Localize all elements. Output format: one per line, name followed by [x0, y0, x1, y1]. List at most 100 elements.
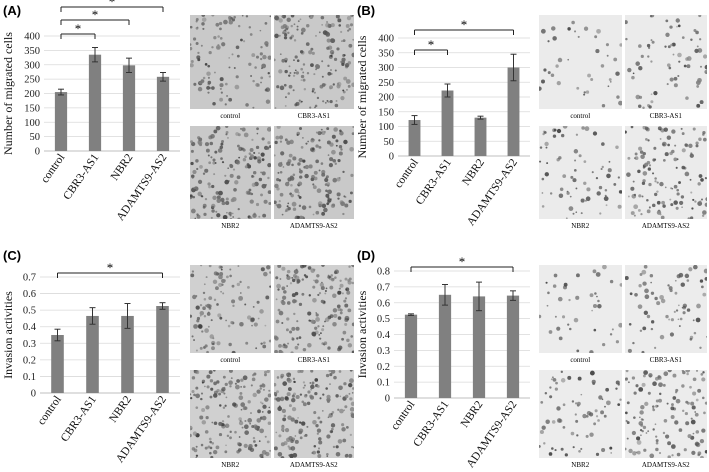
bar — [438, 294, 452, 398]
panel-label-b: (B) — [357, 3, 376, 18]
cell-texture — [539, 125, 622, 219]
bar — [122, 65, 136, 151]
y-tick-label: 0.2 — [23, 355, 36, 366]
panel-label-a: (A) — [3, 3, 22, 18]
micrograph-image — [624, 370, 707, 458]
micrograph-caption: NBR2 — [221, 222, 240, 230]
y-axis-label: Number of migrated cells — [355, 35, 369, 158]
y-tick-label: 350 — [24, 46, 40, 57]
cell-texture — [190, 125, 271, 219]
micrograph-image — [624, 15, 707, 109]
cell-texture — [539, 20, 622, 108]
y-tick-label: 0.7 — [23, 273, 36, 284]
x-tick-label: NBR2 — [460, 157, 487, 188]
micrograph-image — [624, 125, 707, 219]
y-tick-label: 0.5 — [377, 314, 390, 325]
chart-d: 0 0.1 0.2 0.3 0.4 0.5 0.6 0.7 0.8 controlCBR3-AS1… — [355, 254, 530, 470]
micrograph-caption: CBR3-AS1 — [297, 111, 330, 120]
bar — [474, 117, 487, 156]
micrograph-image — [539, 370, 622, 458]
y-tick-label: 0 — [35, 147, 40, 158]
x-tick-label: control — [39, 152, 68, 186]
bar — [404, 314, 418, 398]
y-tick-label: 0.3 — [23, 339, 36, 350]
y-axis-label: Invasion activities — [1, 291, 15, 379]
micrograph-image — [624, 265, 707, 353]
y-tick-label: 300 — [24, 60, 40, 71]
cell-texture — [273, 370, 354, 458]
y-tick-label: 50 — [30, 132, 41, 143]
y-tick-label: 0.2 — [377, 362, 390, 373]
micrograph-image — [190, 265, 271, 353]
cell-texture — [539, 370, 622, 457]
y-tick-label: 0.4 — [23, 322, 37, 333]
micrograph-caption: control — [570, 356, 591, 364]
y-axis-label: Invasion activities — [355, 290, 369, 378]
bar — [54, 92, 68, 151]
micrograph-caption: CBR3-AS1 — [649, 111, 682, 120]
y-axis-label: Number of migrated cells — [1, 32, 15, 155]
y-tick-label: 400 — [24, 32, 40, 43]
y-tick-label: 0.8 — [377, 267, 390, 278]
y-tick-label: 350 — [378, 48, 394, 59]
cell-texture — [624, 370, 707, 458]
y-tick-label: 250 — [24, 75, 40, 86]
x-tick-label: CBR3-AS1 — [411, 399, 451, 450]
x-tick-label: CBR3-AS1 — [59, 394, 99, 445]
y-tick-label: 0 — [31, 389, 36, 400]
micrograph-image — [190, 125, 271, 219]
cell-texture — [624, 125, 707, 219]
significance-star: * — [461, 17, 468, 32]
micrograph-caption: NBR2 — [221, 461, 240, 469]
significance-star: * — [107, 260, 114, 275]
y-tick-label: 0.5 — [23, 306, 36, 317]
cell-texture — [273, 15, 354, 109]
bar — [156, 76, 170, 151]
significance-star: * — [428, 37, 435, 52]
bar — [472, 296, 486, 398]
bar — [408, 120, 421, 156]
micrograph-caption: ADAMTS9-AS2 — [289, 461, 338, 469]
significance-star: * — [92, 7, 99, 22]
micrograph-image — [190, 370, 271, 458]
micrograph-image — [273, 370, 354, 458]
micrograph-caption: ADAMTS9-AS2 — [641, 461, 690, 469]
micrograph-image — [190, 15, 271, 109]
x-tick-label: NBR2 — [107, 394, 134, 425]
bar — [506, 295, 520, 398]
cell-texture — [273, 125, 354, 219]
y-tick-label: 0.6 — [23, 289, 36, 300]
y-tick-label: 50 — [384, 137, 395, 148]
x-tick-label: NBR2 — [109, 152, 136, 183]
y-tick-label: 100 — [378, 122, 394, 133]
micrograph-caption: ADAMTS9-AS2 — [641, 222, 690, 230]
cell-texture — [190, 15, 271, 109]
y-tick-label: 0.3 — [377, 346, 390, 357]
y-tick-label: 200 — [378, 93, 394, 104]
y-tick-label: 0 — [389, 152, 394, 163]
cell-texture — [539, 265, 622, 353]
y-tick-label: 0.6 — [377, 298, 390, 309]
micrograph-caption: ADAMTS9-AS2 — [289, 222, 338, 230]
micrograph-image — [539, 15, 622, 109]
bar — [86, 315, 99, 393]
y-tick-label: 250 — [378, 78, 394, 89]
micrograph-image — [539, 125, 622, 219]
y-tick-label: 100 — [24, 118, 40, 129]
micrograph-caption: NBR2 — [571, 461, 590, 469]
y-tick-label: 150 — [24, 103, 40, 114]
x-tick-label: CBR3-AS1 — [61, 152, 101, 203]
cell-texture — [190, 265, 271, 353]
micrograph-caption: CBR3-AS1 — [649, 356, 682, 364]
micrograph-caption: control — [220, 356, 241, 364]
bar — [441, 90, 454, 156]
y-tick-label: 0 — [385, 394, 390, 405]
y-tick-label: 400 — [378, 34, 394, 45]
x-tick-label: NBR2 — [459, 399, 486, 430]
cell-texture — [190, 370, 271, 458]
micrograph-caption: NBR2 — [571, 222, 590, 230]
bar — [507, 67, 520, 156]
bar — [156, 306, 169, 393]
micrograph-image — [539, 265, 622, 353]
